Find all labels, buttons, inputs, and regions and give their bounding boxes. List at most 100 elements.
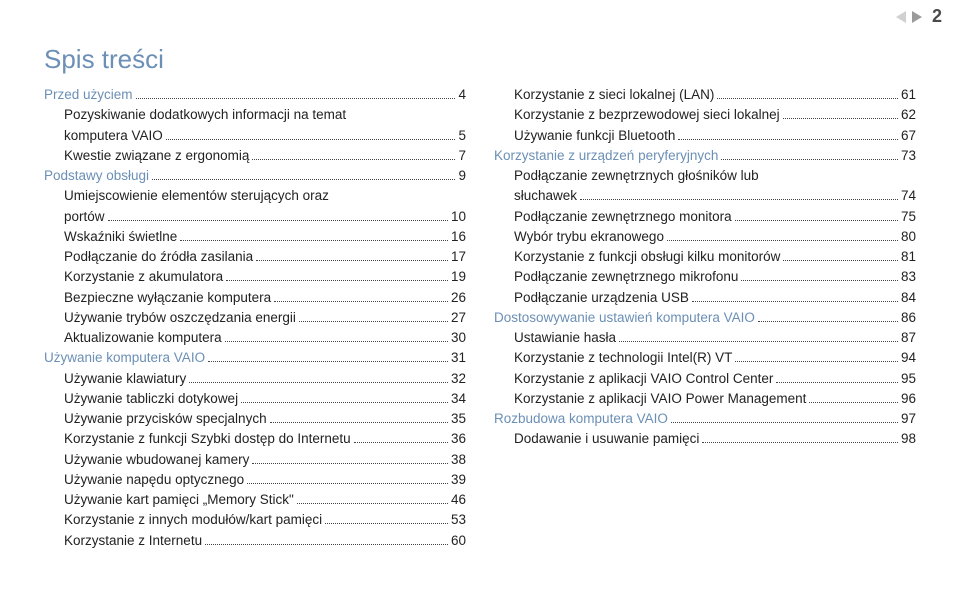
toc-dots [735, 361, 898, 362]
toc-dots [270, 422, 448, 423]
toc-entry-page: 98 [901, 429, 916, 449]
toc-entry-label: Korzystanie z Internetu [64, 531, 202, 551]
toc-entry: Ustawianie hasła87 [494, 328, 916, 348]
toc-entry-label: Wybór trybu ekranowego [514, 227, 664, 247]
toc-entry: Używanie kart pamięci „Memory Stick"46 [44, 490, 466, 510]
toc-entry: Używanie wbudowanej kamery38 [44, 450, 466, 470]
toc-dots [741, 280, 898, 281]
toc-entry-label: Umiejscowienie elementów sterujących ora… [64, 186, 329, 206]
toc-entry-page: 34 [451, 389, 466, 409]
toc-dots [189, 382, 448, 383]
toc-entry: Korzystanie z bezprzewodowej sieci lokal… [494, 105, 916, 125]
toc-entry-page: 87 [901, 328, 916, 348]
toc-entry-label: Podłączanie zewnętrznego mikrofonu [514, 267, 738, 287]
toc-dots [136, 98, 456, 99]
toc-dots [297, 503, 448, 504]
toc-entry-page: 19 [451, 267, 466, 287]
toc-entry-page: 7 [458, 146, 466, 166]
toc-entry-label: Korzystanie z bezprzewodowej sieci lokal… [514, 105, 780, 125]
toc-left-column: Przed użyciem 4 Pozyskiwanie dodatkowych i… [44, 85, 466, 551]
toc-right-column: Korzystanie z sieci lokalnej (LAN)61Korz… [494, 85, 916, 551]
toc-entry-page: 26 [451, 288, 466, 308]
toc-dots [256, 260, 448, 261]
toc-entry: Korzystanie z urządzeń peryferyjnych73 [494, 146, 916, 166]
toc-entry-page: 4 [458, 85, 466, 105]
toc-entry-label: Podłączanie do źródła zasilania [64, 247, 253, 267]
toc-dots [735, 220, 898, 221]
toc-entry: Pozyskiwanie dodatkowych informacji na t… [44, 105, 466, 125]
toc-dots [721, 159, 898, 160]
toc-dots [783, 260, 898, 261]
toc-entry: Podłączanie zewnętrznego mikrofonu83 [494, 267, 916, 287]
toc-entry-label: Korzystanie z aplikacji VAIO Control Cen… [514, 369, 773, 389]
toc-entry-page: 5 [458, 126, 466, 146]
toc-entry: słuchawek 74 [494, 186, 916, 206]
toc-entry-label: Dostosowywanie ustawień komputera VAIO [494, 308, 755, 328]
toc-entry-page: 31 [451, 348, 466, 368]
toc-entry-page: 86 [901, 308, 916, 328]
toc-entry: Korzystanie z funkcji Szybki dostęp do I… [44, 429, 466, 449]
toc-entry: Korzystanie z innych modułów/kart pamięc… [44, 510, 466, 530]
toc-entry-label: Korzystanie z akumulatora [64, 267, 223, 287]
toc-dots [274, 301, 448, 302]
toc-entry: Używanie przycisków specjalnych35 [44, 409, 466, 429]
toc-entry: Korzystanie z aplikacji VAIO Power Manag… [494, 389, 916, 409]
toc-title: Spis treści [44, 44, 916, 75]
toc-entry-label: Korzystanie z urządzeń peryferyjnych [494, 146, 718, 166]
toc-entry: Przed użyciem 4 [44, 85, 466, 105]
toc-entry-label: Używanie komputera VAIO [44, 348, 205, 368]
toc-entry-label: słuchawek [514, 186, 577, 206]
toc-entry-page: 36 [451, 429, 466, 449]
toc-entry: Wybór trybu ekranowego 80 [494, 227, 916, 247]
toc-entry-page: 10 [451, 207, 466, 227]
toc-entry-page: 38 [451, 450, 466, 470]
toc-entry-label: Korzystanie z funkcji obsługi kilku moni… [514, 247, 780, 267]
toc-entry: Aktualizowanie komputera30 [44, 328, 466, 348]
toc-dots [580, 199, 898, 200]
toc-entry: Korzystanie z sieci lokalnej (LAN)61 [494, 85, 916, 105]
toc-entry: Dodawanie i usuwanie pamięci98 [494, 429, 916, 449]
toc-entry-page: 60 [451, 531, 466, 551]
toc-entry: Podstawy obsługi9 [44, 166, 466, 186]
toc-dots [783, 118, 898, 119]
toc-entry-label: Używanie trybów oszczędzania energii [64, 308, 296, 328]
toc-entry-page: 30 [451, 328, 466, 348]
toc-dots [776, 382, 898, 383]
toc-entry-label: Używanie kart pamięci „Memory Stick" [64, 490, 294, 510]
toc-entry: Kwestie związane z ergonomią7 [44, 146, 466, 166]
toc-entry-label: Przed użyciem [44, 85, 133, 105]
toc-entry-page: 32 [451, 369, 466, 389]
toc-entry: Używanie tabliczki dotykowej34 [44, 389, 466, 409]
toc-entry-label: Używanie klawiatury [64, 369, 186, 389]
toc-entry-label: Korzystanie z aplikacji VAIO Power Manag… [514, 389, 806, 409]
toc-entry-label: Korzystanie z sieci lokalnej (LAN) [514, 85, 714, 105]
toc-entry: Wskaźniki świetlne16 [44, 227, 466, 247]
toc-entry: Korzystanie z aplikacji VAIO Control Cen… [494, 369, 916, 389]
toc-entry-label: portów [64, 207, 105, 227]
toc-entry-label: Używanie przycisków specjalnych [64, 409, 267, 429]
toc-dots [758, 321, 898, 322]
toc-entry: Używanie napędu optycznego39 [44, 470, 466, 490]
toc-dots [252, 159, 455, 160]
toc-entry-page: 74 [901, 186, 916, 206]
toc-entry: Podłączanie zewnętrznego monitora75 [494, 207, 916, 227]
toc-entry-page: 67 [901, 126, 916, 146]
toc-dots [619, 341, 898, 342]
toc-entry: Używanie klawiatury 32 [44, 369, 466, 389]
toc-columns: Przed użyciem 4 Pozyskiwanie dodatkowych i… [44, 85, 916, 551]
toc-entry-page: 84 [901, 288, 916, 308]
toc-entry-label: komputera VAIO [64, 126, 163, 146]
toc-entry-label: Podłączanie urządzenia USB [514, 288, 689, 308]
toc-dots [152, 179, 455, 180]
toc-entry: Rozbudowa komputera VAIO97 [494, 409, 916, 429]
toc-dots [354, 442, 448, 443]
toc-entry-page: 80 [901, 227, 916, 247]
toc-entry: komputera VAIO 5 [44, 126, 466, 146]
toc-entry-label: Podłączanie zewnętrznego monitora [514, 207, 732, 227]
nav-next-icon [912, 11, 922, 23]
toc-dots [325, 523, 448, 524]
toc-entry-label: Używanie funkcji Bluetooth [514, 126, 675, 146]
toc-entry-label: Wskaźniki świetlne [64, 227, 177, 247]
toc-entry-label: Pozyskiwanie dodatkowych informacji na t… [64, 105, 346, 125]
toc-entry-page: 9 [458, 166, 466, 186]
